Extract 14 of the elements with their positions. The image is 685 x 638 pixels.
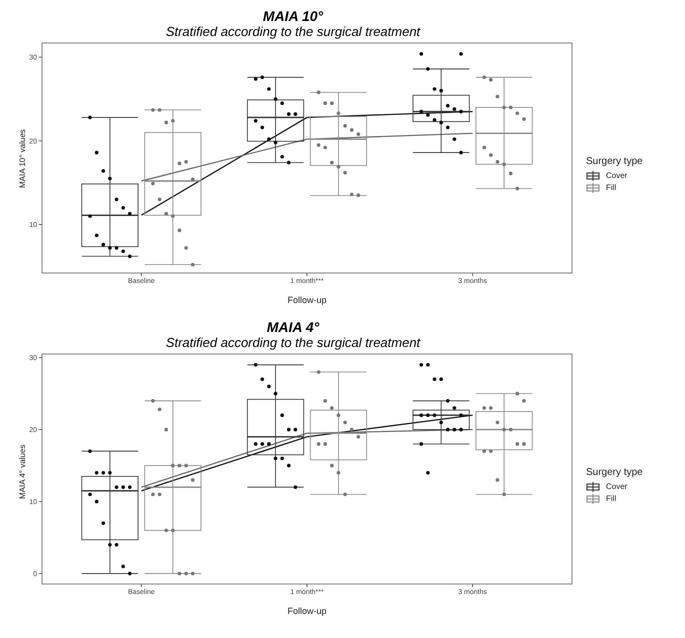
- chart-title: MAIA 4°: [266, 319, 320, 335]
- legend-title: Surgery type: [586, 156, 643, 166]
- legend-label: Fill: [606, 494, 616, 503]
- legend-label: Fill: [606, 183, 616, 192]
- legend-label: Cover: [606, 171, 628, 180]
- y-axis-title: MAIA 4° values: [18, 444, 27, 499]
- legend-title: Surgery type: [586, 466, 643, 478]
- chart-subtitle: Stratified according to the surgical treatment: [164, 24, 422, 39]
- legend-label: Cover: [606, 482, 628, 491]
- chart-title: MAIA 10°: [262, 8, 324, 24]
- x-axis-title: Follow-up: [287, 295, 327, 305]
- chart-subtitle: Stratified according to the surgical treatment: [164, 335, 422, 350]
- y-axis-title: MAIA 10° values: [18, 129, 27, 188]
- x-axis-title: Follow-up: [287, 606, 327, 616]
